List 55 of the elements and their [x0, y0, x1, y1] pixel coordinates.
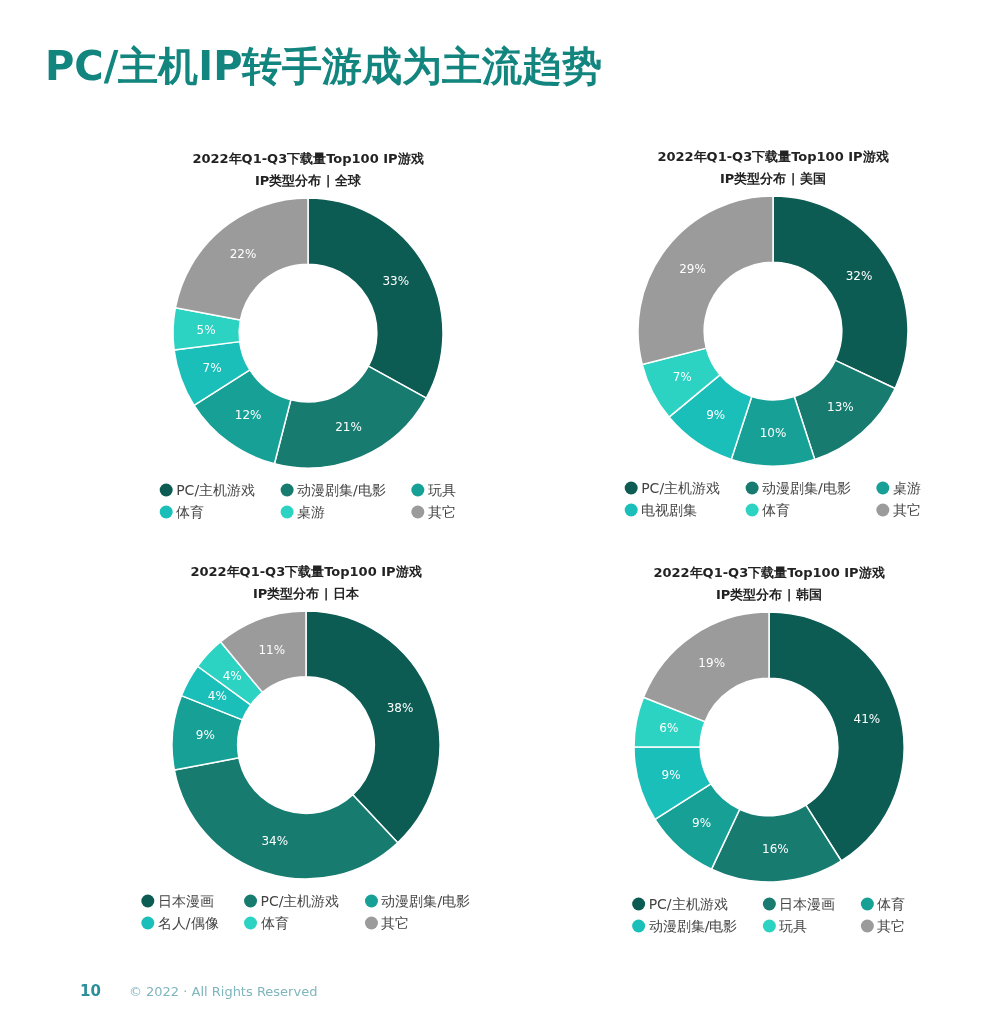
data-label: 9%	[661, 768, 681, 783]
data-label: 34%	[261, 834, 289, 849]
data-label: 4%	[207, 689, 227, 704]
data-label: 38%	[386, 700, 414, 715]
legend-label: 体育	[762, 502, 791, 518]
data-label: 10%	[759, 425, 787, 440]
legend-label: 日本漫画	[779, 896, 836, 912]
data-label: 19%	[698, 655, 726, 670]
data-label: 33%	[382, 274, 410, 289]
text: 10	[80, 982, 101, 1000]
legend-label: 其它	[877, 918, 906, 934]
legend-label: 动漫剧集/电影	[381, 893, 471, 909]
legend-label: 桌游	[892, 480, 921, 496]
chart-title: 2022年Q1-Q3下载量Top100 IP游戏 IP类型分布 | 美国	[657, 149, 889, 186]
legend-label: 体育	[176, 504, 205, 520]
data-label: 12%	[234, 408, 262, 423]
legend-label: 其它	[381, 915, 410, 931]
chart-title: 2022年Q1-Q3下载量Top100 IP游戏 IP类型分布 | 全球	[192, 151, 424, 188]
data-label: 13%	[827, 400, 854, 415]
legend-label: 体育	[877, 896, 906, 912]
legend-label: 动漫剧集/电影	[762, 480, 851, 496]
data-label: 32%	[845, 269, 873, 284]
data-label: 9%	[706, 408, 726, 423]
data-label: 16%	[762, 841, 789, 856]
legend-label: 体育	[260, 915, 289, 931]
legend-label: 玩具	[427, 482, 456, 498]
data-label: 22%	[229, 247, 257, 262]
data-label: 4%	[222, 668, 242, 683]
legend-label: 其它	[892, 502, 921, 518]
data-label: 21%	[335, 419, 362, 434]
chart-title: 2022年Q1-Q3下载量Top100 IP游戏 IP类型分布 | 日本	[190, 564, 422, 601]
data-label: 41%	[853, 711, 881, 726]
legend-label: 桌游	[297, 504, 326, 520]
data-label: 7%	[672, 370, 692, 385]
text: © 2022 · All Rights Reserved	[128, 984, 318, 999]
legend-label: 电视剧集	[641, 502, 698, 518]
legend-label: 动漫剧集/电影	[648, 918, 738, 934]
legend-label: 动漫剧集/电影	[297, 482, 386, 498]
data-label: 7%	[202, 360, 222, 375]
legend-label: 日本漫画	[157, 893, 214, 909]
legend-label: 名人/偶像	[157, 915, 219, 931]
legend-label: PC/主机游戏	[176, 482, 256, 498]
text: PC/主机IP转手游成为主流趋势	[45, 43, 603, 89]
legend-label: 玩具	[779, 918, 808, 934]
data-label: 5%	[196, 322, 216, 337]
data-label: 9%	[195, 728, 215, 743]
data-label: 9%	[692, 816, 712, 831]
legend-label: PC/主机游戏	[648, 896, 728, 912]
data-label: 11%	[258, 642, 286, 657]
legend-label: PC/主机游戏	[260, 893, 340, 909]
legend-label: 其它	[427, 504, 456, 520]
chart-title: 2022年Q1-Q3下载量Top100 IP游戏 IP类型分布 | 韩国	[653, 565, 885, 602]
legend-label: PC/主机游戏	[641, 480, 721, 496]
data-label: 29%	[679, 261, 706, 276]
data-label: 6%	[659, 720, 679, 735]
